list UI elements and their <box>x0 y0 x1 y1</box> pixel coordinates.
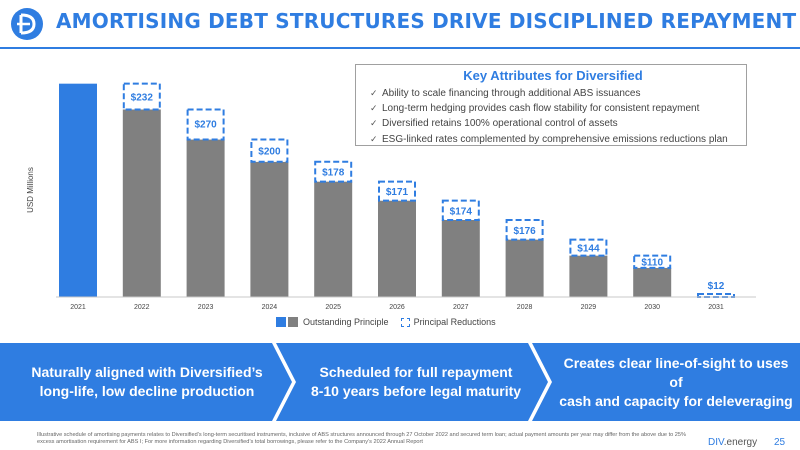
key-attributes-box: Key Attributes for Diversified ✓ Ability … <box>355 64 747 146</box>
bar-outstanding-2021 <box>59 83 97 298</box>
banner-segment-3 <box>532 343 800 421</box>
check-icon: ✓ <box>370 88 378 98</box>
data-label-2026: $171 <box>386 187 409 198</box>
tick-label-2021: 2021 <box>70 304 86 311</box>
bar-reduction-2025 <box>314 160 353 183</box>
legend-label-outstanding: Outstanding Principle <box>303 317 389 327</box>
bar-outstanding-2024 <box>250 161 289 297</box>
page-title: AMORTISING DEBT STRUCTURES DRIVE DISCIPL… <box>56 9 797 33</box>
data-label-2025: $178 <box>322 168 345 179</box>
tick-label-2023: 2023 <box>198 304 214 311</box>
chart-legend: Outstanding Principle Principal Reductio… <box>276 317 496 327</box>
legend-swatch-dashed <box>400 317 410 327</box>
bar-outstanding-2030 <box>633 267 672 297</box>
bar-reduction-2022 <box>122 82 161 111</box>
list-item: ✓ ESG-linked rates complemented by compre… <box>370 133 728 145</box>
chart-bars: $232 $270 $200 $178 $171 $174 $176 $144 $110 $12 <box>59 82 735 298</box>
x-axis-labels: 2021 2022 2023 2024 2025 2026 2027 2028 2029 2030… <box>70 304 724 311</box>
banner-segment-2 <box>276 343 548 421</box>
tick-label-2030: 2030 <box>644 304 660 311</box>
key-attributes-list: ✓ Ability to scale financing through addi… <box>370 86 736 147</box>
chevron-banner <box>0 343 800 421</box>
banner-text-1: Naturally aligned with Diversified’s long… <box>31 364 263 399</box>
check-icon: ✓ <box>370 103 378 114</box>
bar-outstanding-2023 <box>186 139 225 297</box>
data-label-2024: $200 <box>258 147 281 158</box>
bar-outstanding-2029 <box>569 255 608 297</box>
list-item: ✓ Diversified retains 100% operational co… <box>370 118 618 130</box>
bar-outstanding-2026 <box>378 200 416 297</box>
tick-label-2024: 2024 <box>262 304 278 311</box>
legend-swatch-blue <box>276 317 286 327</box>
data-label-2022: $232 <box>131 93 154 104</box>
bar-outstanding-2028 <box>505 239 544 297</box>
bar-reduction-2029 <box>569 238 608 257</box>
tick-label-2029: 2029 <box>581 304 597 311</box>
amortisation-bar-chart: $232$270$200$178$171$174$176$144$110$12 … <box>26 82 756 311</box>
legend-swatch-grey <box>288 317 298 327</box>
banner-text-3: Creates clear line-of-sight to uses of ca… <box>559 354 793 409</box>
bar-outstanding-2027 <box>441 219 480 297</box>
data-label-2028: $176 <box>513 226 536 237</box>
tick-label-2026: 2026 <box>389 304 405 311</box>
brand-wordmark: DIV.energy <box>708 437 758 448</box>
check-icon: ✓ <box>370 133 378 144</box>
data-label-2027: $174 <box>450 206 473 217</box>
title-divider <box>0 47 800 49</box>
tick-label-2025: 2025 <box>325 304 341 311</box>
bar-reduction-2028 <box>505 218 544 241</box>
key-attributes-heading: Key Attributes for Diversified <box>463 68 643 83</box>
y-axis-label: USD Millions <box>26 167 35 213</box>
footnote: Illustrative schedule of amortising paym… <box>37 432 687 445</box>
legend-label-reductions: Principal Reductions <box>413 317 496 327</box>
bar-outstanding-2022 <box>122 109 161 297</box>
list-item: ✓ Ability to scale financing through addi… <box>370 88 641 99</box>
list-item: ✓ Long-term hedging provides cash flow st… <box>370 103 700 115</box>
bar-outstanding-2025 <box>314 181 353 297</box>
bar-reduction-2023 <box>186 108 225 141</box>
bar-reduction-2026 <box>378 180 416 202</box>
data-label-2031: $12 <box>708 281 725 292</box>
tick-label-2028: 2028 <box>517 304 533 311</box>
tick-label-2027: 2027 <box>453 304 469 311</box>
tick-label-2031: 2031 <box>708 304 724 311</box>
check-icon: ✓ <box>370 118 378 129</box>
bar-reduction-2027 <box>441 199 480 221</box>
banner-text-2: Scheduled for full repayment 8-10 years b… <box>310 364 522 399</box>
page-number: 25 <box>774 437 786 448</box>
data-label-2023: $270 <box>194 119 217 130</box>
data-label-2029: $144 <box>577 244 600 255</box>
data-label-2030: $110 <box>641 258 663 269</box>
company-logo <box>11 8 43 40</box>
bar-reduction-2024 <box>250 138 289 163</box>
tick-label-2022: 2022 <box>134 304 150 311</box>
banner-segment-1 <box>0 343 292 421</box>
bar-reduction-2030 <box>633 254 672 269</box>
